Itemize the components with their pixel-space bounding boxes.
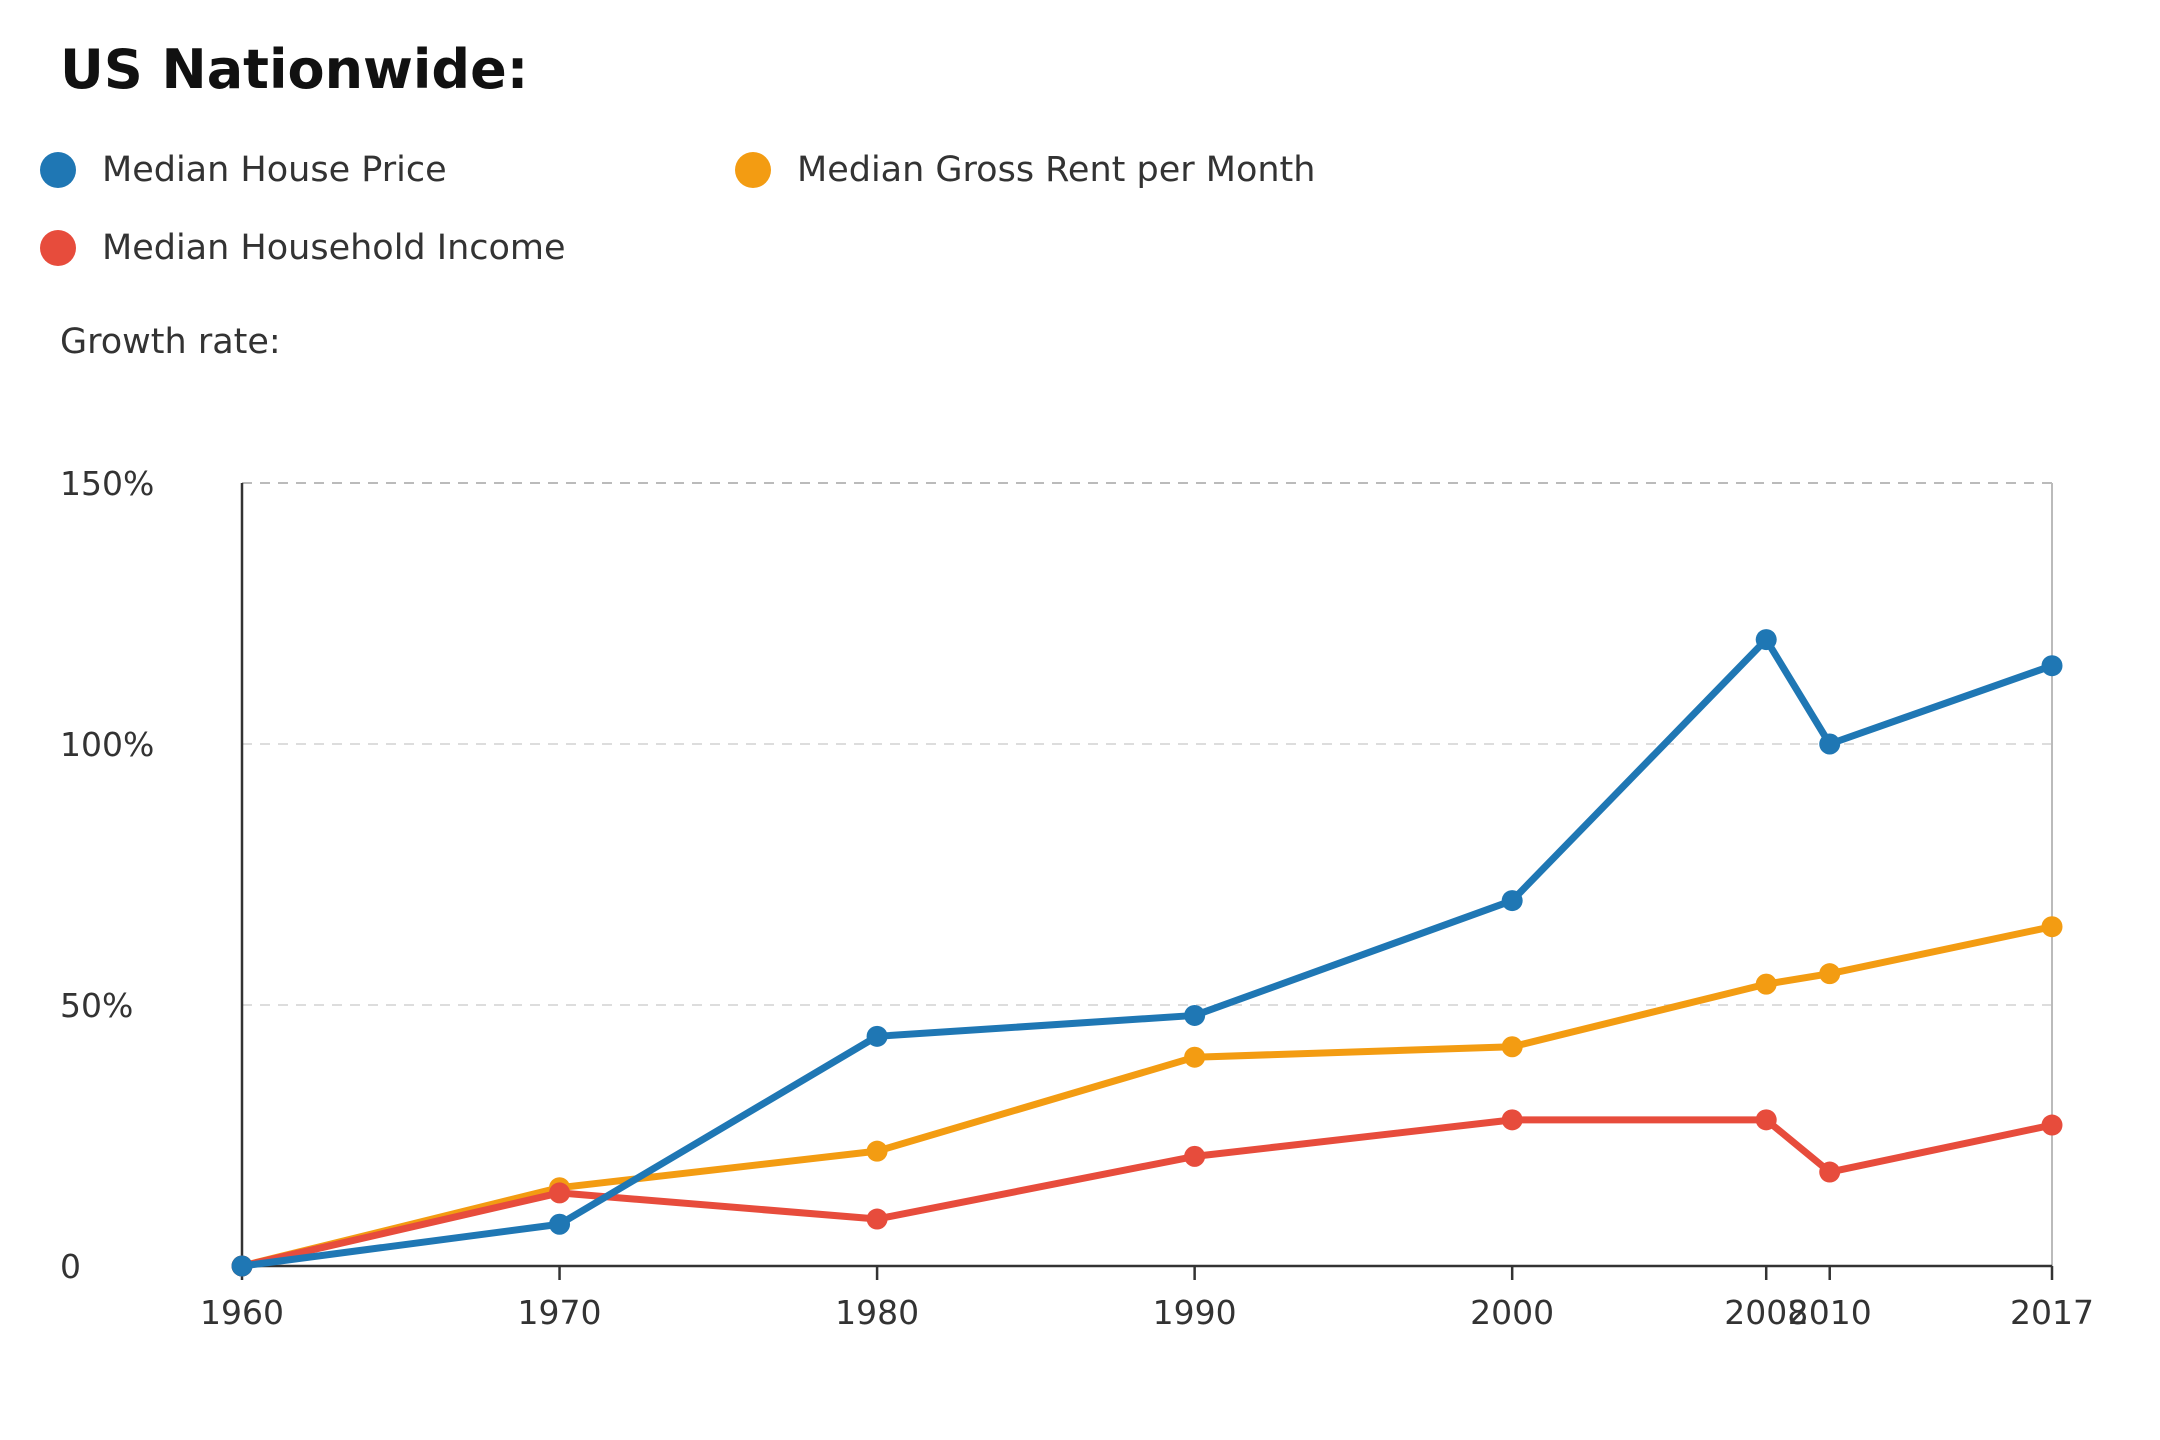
data-point-median-gross-rent-per-month-2000 xyxy=(1501,1036,1523,1058)
data-point-median-gross-rent-per-month-2010 xyxy=(1819,963,1841,985)
legend-label-household-income: Median Household Income xyxy=(102,228,566,268)
data-point-median-house-price-1980 xyxy=(866,1025,888,1047)
legend-label-gross-rent: Median Gross Rent per Month xyxy=(797,150,1316,190)
x-tick-label-2017: 2017 xyxy=(2010,1293,2094,1332)
chart-subtitle: Growth rate: xyxy=(60,322,281,362)
data-point-median-house-price-2000 xyxy=(1501,890,1523,912)
data-point-median-house-price-1960 xyxy=(231,1255,253,1277)
data-point-median-household-income-1990 xyxy=(1184,1145,1206,1167)
legend-item-household-income[interactable]: Median Household Income xyxy=(40,228,566,268)
x-tick-label-2010: 2010 xyxy=(1788,1293,1872,1332)
x-tick-label-1990: 1990 xyxy=(1153,1293,1237,1332)
legend-item-gross-rent[interactable]: Median Gross Rent per Month xyxy=(735,150,1315,190)
series-line-median-household-income xyxy=(238,1116,2056,1270)
x-tick-label-1960: 1960 xyxy=(200,1293,284,1332)
data-point-median-gross-rent-per-month-2017 xyxy=(2041,916,2063,938)
x-tick-label-2008: 2008 xyxy=(1724,1293,1808,1332)
y-tick-label-0: 0 xyxy=(60,1247,81,1286)
data-point-median-household-income-1980 xyxy=(866,1208,888,1230)
x-tick-label-2000: 2000 xyxy=(1470,1293,1554,1332)
y-tick-label-150: 150% xyxy=(60,464,154,503)
data-point-median-household-income-2017 xyxy=(2041,1114,2063,1136)
y-tick-label-50: 50% xyxy=(60,986,133,1025)
data-point-median-gross-rent-per-month-1980 xyxy=(866,1140,888,1162)
legend-item-house-price[interactable]: Median House Price xyxy=(40,150,447,190)
x-tick-label-1970: 1970 xyxy=(518,1293,602,1332)
y-tick-label-100: 100% xyxy=(60,725,154,764)
x-tick-label-1980: 1980 xyxy=(835,1293,919,1332)
data-point-median-house-price-1990 xyxy=(1184,1004,1206,1026)
data-point-median-household-income-2010 xyxy=(1819,1161,1841,1183)
data-point-median-house-price-1970 xyxy=(549,1213,571,1235)
data-point-median-house-price-2008 xyxy=(1755,629,1777,651)
data-point-median-household-income-2000 xyxy=(1501,1109,1523,1131)
legend-dot-gross-rent xyxy=(735,152,771,188)
data-point-median-gross-rent-per-month-1990 xyxy=(1184,1046,1206,1068)
legend-dot-household-income xyxy=(40,230,76,266)
data-point-median-household-income-2008 xyxy=(1755,1109,1777,1131)
data-point-median-house-price-2010 xyxy=(1819,733,1841,755)
series-line-median-gross-rent-per-month xyxy=(238,923,2056,1270)
chart-title: US Nationwide: xyxy=(60,38,529,101)
data-point-median-gross-rent-per-month-2008 xyxy=(1755,973,1777,995)
legend-label-house-price: Median House Price xyxy=(102,150,447,190)
legend: Median House Price Median Gross Rent per… xyxy=(40,150,1440,280)
legend-dot-house-price xyxy=(40,152,76,188)
data-point-median-house-price-2017 xyxy=(2041,655,2063,677)
series-line-median-house-price xyxy=(238,636,2056,1270)
data-point-median-household-income-1970 xyxy=(549,1182,571,1204)
